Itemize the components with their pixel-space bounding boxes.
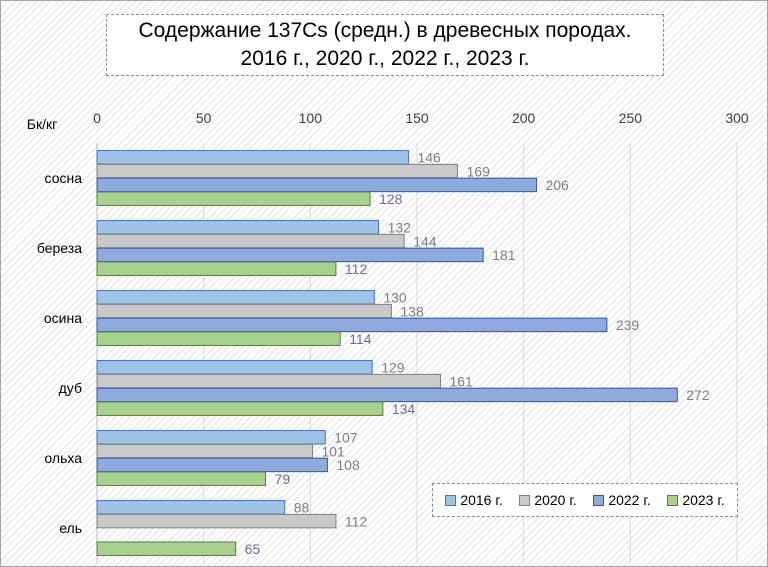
bar-2016-3 (96, 360, 373, 375)
data-label-2016-1: 132 (388, 220, 412, 236)
data-label-2023-4: 79 (275, 471, 291, 487)
data-label-2016-4: 107 (334, 430, 358, 446)
legend-label-2022: 2022 г. (608, 492, 651, 508)
data-label-2016-5: 88 (294, 500, 310, 516)
data-label-2023-2: 114 (349, 331, 372, 347)
legend-item-2016: 2016 г. (445, 492, 503, 508)
legend-swatch-2020 (519, 494, 531, 506)
legend-item-2022: 2022 г. (593, 492, 651, 508)
data-label-2016-0: 146 (417, 150, 441, 166)
data-label-2020-5: 112 (345, 513, 368, 529)
data-label-2023-3: 134 (392, 401, 416, 417)
x-tick-label-0: 0 (93, 110, 101, 126)
x-tick-label-100: 100 (299, 110, 323, 126)
x-tick-label-50: 50 (196, 110, 212, 126)
bar-2020-1 (96, 233, 405, 249)
data-label-2020-4: 101 (321, 443, 345, 459)
data-label-2020-2: 138 (400, 303, 424, 319)
bar-2023-3 (96, 401, 384, 416)
legend-label-2023: 2023 г. (682, 492, 725, 508)
data-label-2022-4: 108 (336, 457, 360, 473)
data-label-2016-3: 129 (381, 360, 405, 376)
bar-2016-0 (96, 150, 409, 165)
bar-2016-1 (96, 220, 380, 235)
chart-title: Содержание 137Cs (средн.) в древесных по… (106, 14, 664, 76)
legend-swatch-2016 (445, 494, 457, 506)
bar-2023-2 (96, 331, 341, 346)
data-label-2022-1: 181 (492, 247, 516, 263)
data-label-2022-3: 272 (686, 387, 710, 403)
bar-2020-4 (96, 443, 313, 459)
bar-2020-0 (96, 163, 459, 179)
category-label-4: ольха (44, 450, 82, 466)
data-label-2022-2: 239 (616, 317, 640, 333)
bar-2023-0 (96, 191, 371, 206)
bar-2020-5 (96, 513, 337, 529)
chart-title-line-1: Содержание 137Cs (средн.) в древесных по… (138, 19, 632, 42)
x-tick-label-300: 300 (725, 110, 749, 126)
legend: 2016 г. 2020 г. 2022 г. 2023 г. (432, 483, 738, 517)
data-label-2022-0: 206 (545, 177, 569, 193)
x-tick-label-200: 200 (512, 110, 536, 126)
bar-2022-0 (96, 177, 537, 193)
legend-item-2020: 2020 г. (519, 492, 577, 508)
bar-2016-4 (96, 430, 326, 445)
bar-2023-1 (96, 261, 337, 276)
category-label-2: осина (44, 310, 82, 326)
data-label-2023-0: 128 (379, 191, 403, 207)
bar-2022-1 (96, 247, 484, 263)
category-label-1: береза (37, 240, 82, 256)
legend-swatch-2023 (667, 494, 679, 506)
unit-label: Бк/кг (27, 116, 57, 132)
x-tick-label-250: 250 (619, 110, 643, 126)
category-label-3: дуб (59, 380, 82, 396)
bar-2020-2 (96, 303, 392, 319)
bar-2016-2 (96, 290, 375, 305)
data-label-2020-3: 161 (449, 373, 473, 389)
data-label-2016-2: 130 (383, 290, 407, 306)
data-label-2020-1: 144 (413, 233, 437, 249)
x-tick-label-150: 150 (405, 110, 429, 126)
bar-2023-5 (96, 541, 237, 556)
legend-label-2016: 2016 г. (460, 492, 503, 508)
bar-2016-5 (96, 500, 286, 515)
bar-2023-4 (96, 471, 267, 486)
bar-2022-2 (96, 317, 608, 333)
data-label-2023-5: 65 (245, 541, 261, 557)
data-label-2023-1: 112 (345, 261, 368, 277)
legend-swatch-2022 (593, 494, 605, 506)
bar-2020-3 (96, 373, 441, 389)
data-label-2020-0: 169 (467, 163, 491, 179)
legend-label-2020: 2020 г. (534, 492, 577, 508)
chart-title-line-2: 2016 г., 2020 г., 2022 г., 2023 г. (240, 47, 530, 70)
bar-2022-4 (96, 457, 328, 473)
bar-2022-3 (96, 387, 678, 403)
category-label-5: ель (59, 520, 82, 536)
legend-item-2023: 2023 г. (667, 492, 725, 508)
category-label-0: сосна (45, 170, 83, 186)
